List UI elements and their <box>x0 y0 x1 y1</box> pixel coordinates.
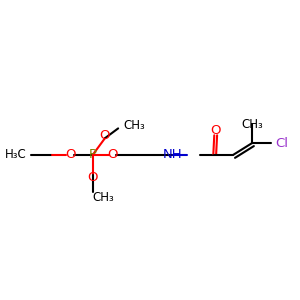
Text: O: O <box>100 129 110 142</box>
Text: Cl: Cl <box>275 136 289 150</box>
Text: O: O <box>87 171 98 184</box>
Text: H₃C: H₃C <box>5 148 27 161</box>
Text: P: P <box>89 148 97 161</box>
Text: CH₃: CH₃ <box>93 190 114 204</box>
Text: NH: NH <box>163 148 183 161</box>
Text: CH₃: CH₃ <box>124 119 146 132</box>
Text: O: O <box>210 124 220 137</box>
Text: CH₃: CH₃ <box>241 118 263 130</box>
Text: O: O <box>65 148 75 161</box>
Text: O: O <box>107 148 118 161</box>
